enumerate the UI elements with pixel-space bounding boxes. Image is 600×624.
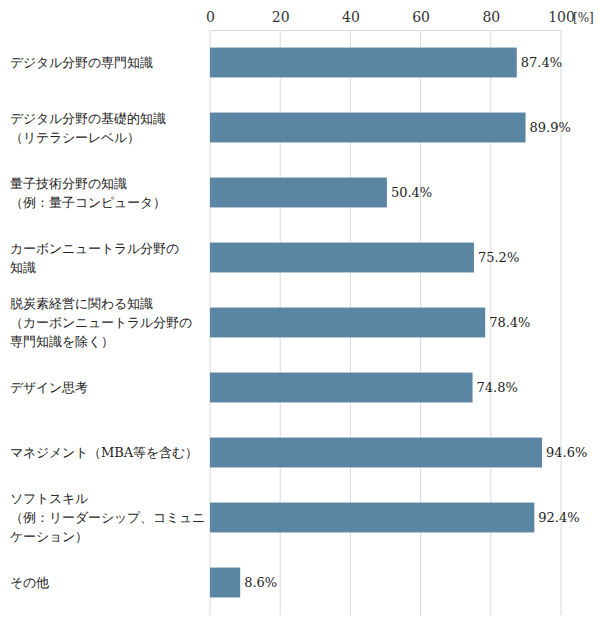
tick-label: 60 [412, 9, 430, 25]
category-label-line: マネジメント（MBA等を含む） [10, 445, 198, 460]
x-axis: 0 20 40 60 80 100 [206, 9, 575, 31]
bar [210, 48, 517, 78]
category-label: 脱炭素経営に関わる知識 （カーボンニュートラル分野の専門知識を除く） [10, 296, 192, 349]
data-label: 78.4% [489, 315, 530, 330]
category-label: 量子技術分野の知識 （例：量子コンピュータ） [10, 176, 166, 210]
category-label-line: デジタル分野の専門知識 [10, 55, 153, 70]
tick-label: 0 [206, 9, 215, 25]
category-label: マネジメント（MBA等を含む） [10, 445, 198, 460]
data-label: 92.4% [538, 510, 579, 525]
bar [210, 568, 240, 598]
tick-label: 40 [342, 9, 360, 25]
tick: 60 [412, 9, 430, 30]
category-label: ソフトスキル （例：リーダーシップ、コミュニケーション） [10, 491, 205, 544]
data-label: 87.4% [521, 55, 562, 70]
category-label-line: デザイン思考 [10, 380, 88, 395]
data-label: 89.9% [530, 120, 571, 135]
category-label-line: 脱炭素経営に関わる知識 [10, 296, 153, 311]
bar [210, 308, 485, 338]
data-label: 50.4% [391, 185, 432, 200]
category-label: デザイン思考 [10, 380, 88, 395]
data-labels: 87.4% 89.9% 50.4% 75.2% 78.4% 74.8% 94.6% 92.4%… [244, 55, 587, 590]
bar [210, 178, 387, 208]
category-label-line: （リテラシーレベル） [10, 130, 140, 145]
bar [210, 503, 534, 533]
axis-title: [%] [573, 11, 594, 25]
tick-label: 20 [272, 9, 290, 25]
category-label-line: その他 [10, 575, 49, 590]
bar [210, 438, 542, 468]
category-label-line: ソフトスキル [10, 491, 88, 506]
data-label: 74.8% [477, 380, 518, 395]
chart: 0 20 40 60 80 100[%] 87.4% 89.9% 50.4% 75.2% 78.4%… [0, 0, 600, 624]
data-label: 8.6% [244, 575, 277, 590]
category-label-line: ケーション） [10, 529, 88, 544]
grid-line [561, 30, 562, 615]
data-label: 94.6% [546, 445, 587, 460]
category-labels: デジタル分野の専門知識デジタル分野の基礎的知識 （リテラシーレベル） 量子技術分野の… [10, 55, 205, 590]
category-label: デジタル分野の専門知識 [10, 55, 153, 70]
tick: 0 [206, 9, 215, 30]
bars [210, 48, 542, 598]
category-label-line: 専門知識を除く） [10, 334, 114, 349]
bar [210, 373, 473, 403]
category-label-line: （例：リーダーシップ、コミュニ [10, 510, 205, 525]
category-label-line: （カーボンニュートラル分野の [10, 315, 192, 330]
data-label: 75.2% [478, 250, 519, 265]
tick: 20 [272, 9, 290, 30]
category-label-line: 知識 [10, 260, 36, 275]
category-label-line: カーボンニュートラル分野の [10, 241, 179, 256]
axis-line [211, 30, 562, 31]
tick-label: 100 [548, 9, 575, 25]
category-label: カーボンニュートラル分野の知識 [10, 241, 179, 275]
category-label: その他 [10, 575, 49, 590]
tick-label: 80 [482, 9, 500, 25]
bar [210, 113, 526, 143]
tick: 40 [342, 9, 360, 30]
category-label-line: 量子技術分野の知識 [10, 176, 127, 191]
category-label: デジタル分野の基礎的知識 （リテラシーレベル） [10, 111, 166, 145]
bar [210, 243, 474, 273]
category-label-line: デジタル分野の基礎的知識 [10, 111, 166, 126]
tick: 80 [482, 9, 500, 30]
category-label-line: （例：量子コンピュータ） [10, 195, 166, 210]
grid [210, 30, 561, 615]
tick: 100 [548, 9, 575, 30]
